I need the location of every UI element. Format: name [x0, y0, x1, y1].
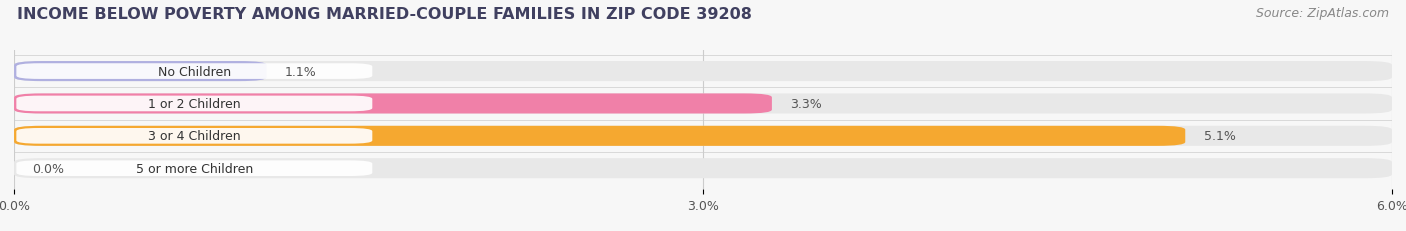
- Text: 1 or 2 Children: 1 or 2 Children: [148, 97, 240, 110]
- FancyBboxPatch shape: [14, 94, 1392, 114]
- FancyBboxPatch shape: [14, 62, 1392, 82]
- FancyBboxPatch shape: [17, 128, 373, 144]
- Text: 3 or 4 Children: 3 or 4 Children: [148, 130, 240, 143]
- FancyBboxPatch shape: [14, 126, 1392, 146]
- Text: 3.3%: 3.3%: [790, 97, 823, 110]
- FancyBboxPatch shape: [14, 62, 267, 82]
- FancyBboxPatch shape: [14, 94, 772, 114]
- FancyBboxPatch shape: [17, 161, 373, 176]
- FancyBboxPatch shape: [17, 96, 373, 112]
- Text: 5 or more Children: 5 or more Children: [136, 162, 253, 175]
- Text: No Children: No Children: [157, 65, 231, 78]
- FancyBboxPatch shape: [14, 126, 1185, 146]
- Text: 5.1%: 5.1%: [1204, 130, 1236, 143]
- Text: Source: ZipAtlas.com: Source: ZipAtlas.com: [1256, 7, 1389, 20]
- FancyBboxPatch shape: [17, 64, 373, 79]
- FancyBboxPatch shape: [14, 158, 1392, 179]
- Text: INCOME BELOW POVERTY AMONG MARRIED-COUPLE FAMILIES IN ZIP CODE 39208: INCOME BELOW POVERTY AMONG MARRIED-COUPL…: [17, 7, 752, 22]
- Text: 0.0%: 0.0%: [32, 162, 65, 175]
- Text: 1.1%: 1.1%: [285, 65, 316, 78]
